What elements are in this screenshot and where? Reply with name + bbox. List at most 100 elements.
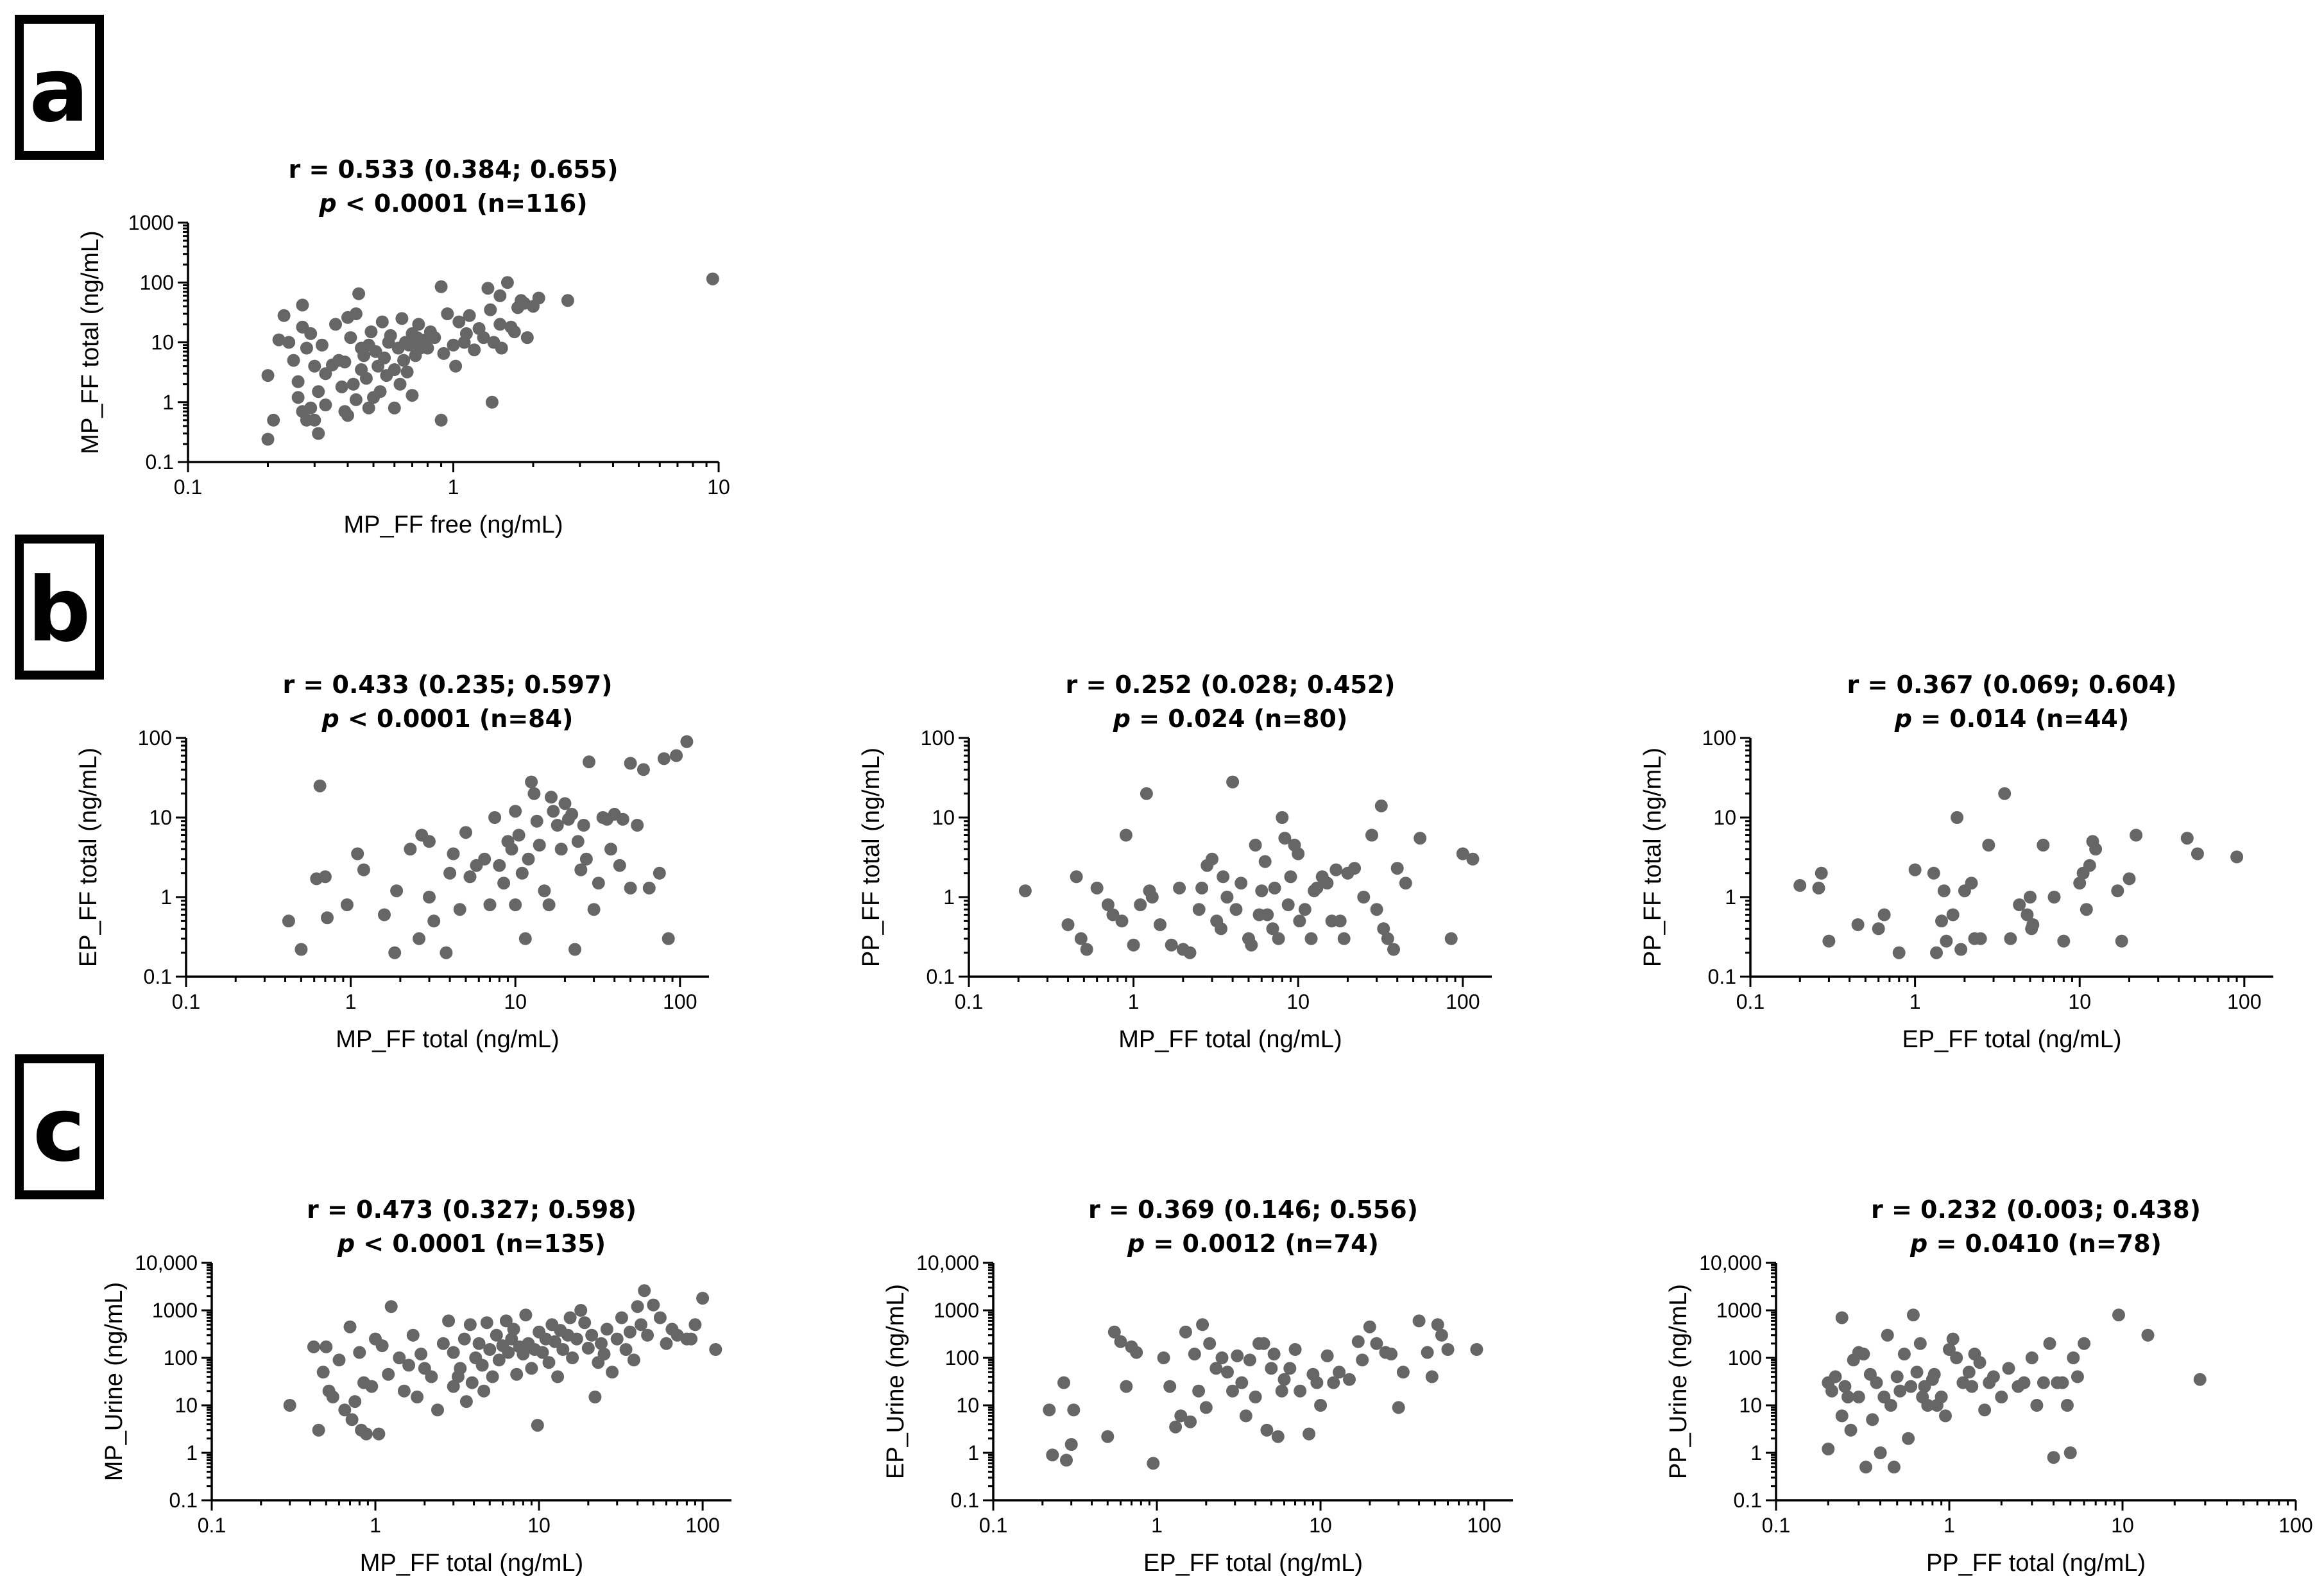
data-point <box>395 312 409 325</box>
chart-subtitle-stats: < 0.0001 (n=116) <box>337 189 588 218</box>
data-point <box>493 318 507 331</box>
data-point <box>1147 1457 1160 1470</box>
data-point <box>1351 1335 1365 1348</box>
data-point <box>486 1370 499 1384</box>
data-point <box>434 280 448 293</box>
data-point <box>1337 932 1351 945</box>
data-point <box>1106 908 1120 921</box>
data-point <box>1310 1376 1324 1389</box>
y-tick-label: 1000 <box>1716 1299 1762 1322</box>
data-point <box>631 819 644 832</box>
data-point <box>375 315 389 329</box>
data-point <box>362 401 375 415</box>
data-point <box>282 914 295 928</box>
data-point <box>1965 1380 1979 1393</box>
data-point <box>1163 1380 1177 1393</box>
data-point <box>2115 934 2128 948</box>
chart-subtitle-p: p <box>1113 705 1131 733</box>
data-point <box>518 932 532 945</box>
data-point <box>272 333 286 347</box>
data-point <box>315 338 329 352</box>
panel-label-b: b <box>15 535 104 680</box>
y-tick-label: 1000 <box>152 1299 198 1322</box>
data-point <box>1249 1391 1262 1403</box>
data-point <box>574 1304 588 1317</box>
data-point <box>2089 843 2103 856</box>
data-point <box>2030 1399 2044 1412</box>
data-point <box>525 775 538 789</box>
data-point <box>352 287 366 300</box>
x-tick-label: 10 <box>2068 990 2091 1013</box>
data-point <box>1444 932 1458 945</box>
chart-subtitle-stats: = 0.024 (n=80) <box>1131 705 1347 733</box>
x-tick-label: 1 <box>1151 1514 1163 1537</box>
data-point <box>1921 1399 1935 1412</box>
data-point <box>1414 832 1427 845</box>
data-point <box>1271 1430 1285 1443</box>
data-point <box>542 1356 556 1369</box>
data-point <box>653 866 666 880</box>
data-point <box>384 329 397 342</box>
y-tick-label: 1000 <box>934 1299 979 1322</box>
y-tick-label: 10,000 <box>135 1251 198 1274</box>
data-point <box>2037 839 2050 852</box>
data-point <box>304 401 318 415</box>
data-point <box>527 787 541 800</box>
data-point <box>1387 943 1400 956</box>
data-point <box>517 1348 530 1361</box>
data-point <box>341 409 354 422</box>
chart-title: r = 0.533 (0.384; 0.655) <box>288 155 618 184</box>
data-point <box>316 1366 330 1379</box>
y-axis-label: EP_FF total (ng/mL) <box>75 748 102 967</box>
data-point <box>1245 938 1258 952</box>
x-tick-label: 100 <box>2227 990 2261 1013</box>
chart-subtitle: p = 0.024 (n=80) <box>1113 705 1347 733</box>
data-point <box>1822 934 1836 948</box>
data-point <box>1357 891 1371 904</box>
data-point <box>388 946 402 959</box>
data-point <box>631 1300 644 1314</box>
x-tick-label: 0.1 <box>172 990 200 1013</box>
data-point <box>349 393 363 406</box>
x-tick-label: 1 <box>1910 990 1921 1013</box>
data-point <box>585 1328 599 1342</box>
x-axis-label: MP_FF total (ng/mL) <box>360 1550 583 1577</box>
data-point <box>1209 1362 1223 1375</box>
data-point <box>536 1346 549 1359</box>
data-point <box>1272 932 1285 945</box>
data-point <box>488 811 502 824</box>
data-point <box>1392 1401 1405 1414</box>
data-point <box>696 1292 710 1305</box>
data-point <box>1292 847 1305 861</box>
data-point <box>457 1332 471 1346</box>
data-point <box>1835 1311 1849 1324</box>
data-point <box>709 1343 722 1356</box>
x-axis-label: MP_FF total (ng/mL) <box>1118 1026 1342 1053</box>
data-point <box>2111 884 2124 898</box>
data-point <box>357 349 371 363</box>
data-point <box>1937 884 1951 898</box>
chart-subtitle-p: p <box>1894 705 1912 733</box>
data-point <box>313 779 327 792</box>
data-point <box>459 826 472 839</box>
data-point <box>571 835 585 848</box>
y-tick-label: 0.1 <box>951 1489 979 1512</box>
chart-subtitle: p < 0.0001 (n=84) <box>321 705 574 733</box>
data-point <box>406 389 419 402</box>
data-point <box>472 1337 486 1350</box>
data-point <box>1320 877 1334 890</box>
data-point <box>287 354 300 367</box>
data-point <box>551 819 564 832</box>
data-point <box>1173 881 1186 895</box>
data-point <box>1935 914 1948 928</box>
y-tick-label: 1 <box>968 1441 979 1464</box>
y-tick-label: 1000 <box>128 211 174 234</box>
data-point <box>1943 1343 1956 1356</box>
data-point <box>505 1332 518 1346</box>
chart-title: r = 0.369 (0.146; 0.556) <box>1088 1195 1418 1224</box>
data-point <box>556 1343 570 1356</box>
data-point <box>480 1316 493 1330</box>
panel-label-c: c <box>15 1054 104 1199</box>
data-point <box>545 791 558 804</box>
y-tick-label: 10 <box>1713 806 1736 829</box>
